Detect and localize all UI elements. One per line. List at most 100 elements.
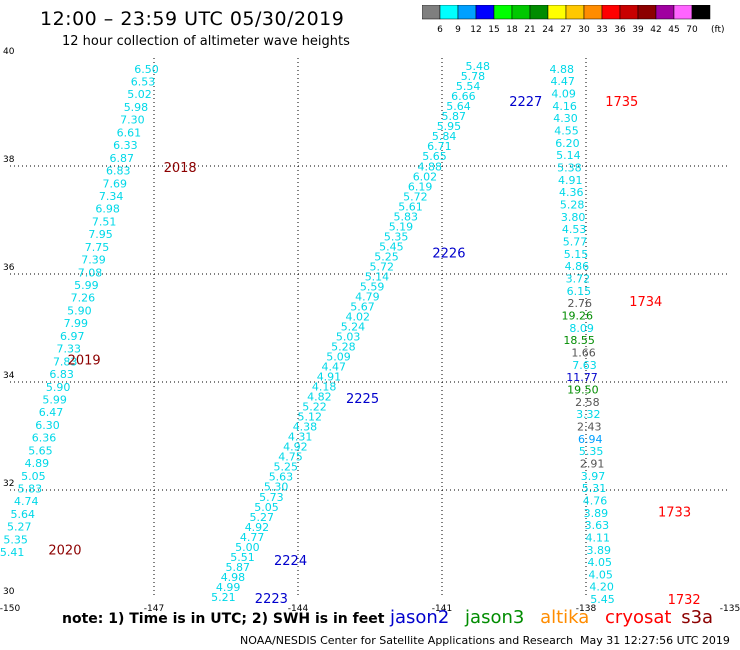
swh-data-label: 4.02 bbox=[346, 310, 371, 323]
swh-data-label: 4.31 bbox=[288, 431, 313, 444]
pass-number-label: 2227 bbox=[509, 95, 542, 110]
swh-data-label: 5.05 bbox=[21, 470, 46, 483]
swh-data-label: 5.35 bbox=[579, 445, 604, 458]
swh-data-label: 4.74 bbox=[14, 495, 39, 508]
swh-data-label: 5.65 bbox=[422, 150, 447, 163]
colorbar-swatch bbox=[691, 5, 711, 20]
pass-number-label: 2225 bbox=[346, 392, 379, 407]
swh-data-label: 4.99 bbox=[216, 581, 241, 594]
swh-data-label: 6.50 bbox=[134, 63, 159, 76]
swh-data-label: 5.95 bbox=[437, 120, 462, 133]
legend-cryosat: cryosat bbox=[605, 607, 672, 628]
legend-altika: altika bbox=[540, 607, 590, 628]
swh-data-label: 4.20 bbox=[589, 581, 614, 594]
swh-data-label: 1.66 bbox=[571, 346, 596, 359]
swh-data-label: 5.72 bbox=[370, 260, 395, 273]
swh-data-label: 4.76 bbox=[583, 494, 608, 507]
swh-data-label: 7.69 bbox=[102, 177, 127, 190]
swh-data-label: 4.05 bbox=[588, 568, 613, 581]
swh-data-label: 5.78 bbox=[461, 70, 486, 83]
swh-data-label: 5.63 bbox=[269, 471, 294, 484]
swh-data-label: 5.09 bbox=[326, 351, 351, 364]
pass-number-label: 2020 bbox=[48, 543, 81, 558]
swh-data-label: 5.25 bbox=[374, 250, 399, 263]
y-tick-label: 36 bbox=[3, 263, 15, 273]
swh-data-label: 7.39 bbox=[81, 254, 106, 267]
colorbar-label: 42 bbox=[650, 25, 661, 35]
swh-data-label: 4.91 bbox=[317, 371, 342, 384]
swh-data-label: 6.53 bbox=[131, 76, 156, 89]
legend-s3a: s3a bbox=[681, 607, 714, 628]
colorbar-unit: (ft) bbox=[711, 25, 725, 35]
swh-data-label: 7.95 bbox=[88, 228, 113, 241]
swh-data-label: 5.99 bbox=[74, 279, 99, 292]
swh-data-label: 4.88 bbox=[550, 63, 575, 76]
swh-data-label: 6.36 bbox=[32, 432, 57, 445]
swh-data-label: 2.76 bbox=[568, 297, 593, 310]
colorbar-label: 27 bbox=[560, 25, 571, 35]
swh-data-label: 5.65 bbox=[28, 444, 53, 457]
swh-data-label: 5.03 bbox=[336, 331, 361, 344]
satellite-legend: jason2 jason3 altika cryosat s3a bbox=[390, 607, 723, 628]
pass-number-label: 2018 bbox=[164, 161, 197, 176]
swh-data-label: 5.73 bbox=[259, 491, 284, 504]
swh-data-label: 4.16 bbox=[552, 100, 577, 113]
swh-data-label: 5.45 bbox=[379, 240, 404, 253]
swh-data-label: 3.89 bbox=[584, 507, 609, 520]
colorbar-label: 21 bbox=[524, 25, 535, 35]
y-tick-label: 32 bbox=[3, 479, 14, 489]
colorbar-label: 9 bbox=[455, 25, 461, 35]
swh-data-label: 6.94 bbox=[578, 433, 603, 446]
colorbar-label: 12 bbox=[470, 25, 481, 35]
swh-data-label: 5.48 bbox=[466, 60, 491, 73]
swh-data-label: 6.97 bbox=[60, 330, 85, 343]
footer-note: note: 1) Time is in UTC; 2) SWH is in fe… bbox=[62, 611, 385, 627]
swh-data-label: 5.31 bbox=[582, 482, 607, 495]
swh-data-label: 5.59 bbox=[360, 280, 385, 293]
swh-data-label: 3.63 bbox=[585, 519, 610, 532]
colorbar-legend: 6 9 12 15 18 21 24 27 30 33 36 39 42 45 70 (ft) bbox=[422, 5, 725, 35]
swh-data-label: 3.97 bbox=[581, 470, 606, 483]
swh-data-label: 6.87 bbox=[110, 152, 135, 165]
swh-data-label: 6.83 bbox=[49, 368, 74, 381]
x-tick-label: -141 bbox=[432, 604, 452, 614]
swh-data-label: 6.61 bbox=[117, 126, 142, 139]
swh-data-label: 2.43 bbox=[577, 420, 602, 433]
swh-data-label: 5.51 bbox=[230, 551, 255, 564]
swh-data-label: 5.77 bbox=[563, 235, 588, 248]
swh-data-label: 6.33 bbox=[113, 139, 138, 152]
x-tick-label: -150 bbox=[0, 604, 20, 614]
y-tick-label: 38 bbox=[3, 155, 15, 165]
pass-number-label: 2019 bbox=[68, 353, 101, 368]
swh-data-label: 5.90 bbox=[46, 381, 71, 394]
swh-data-label: 11.77 bbox=[566, 371, 598, 384]
swh-data-label: 4.92 bbox=[283, 441, 308, 454]
swh-data-label: 6.19 bbox=[408, 180, 433, 193]
swh-data-label: 7.34 bbox=[99, 190, 124, 203]
colorbar-label: 36 bbox=[614, 25, 626, 35]
swh-data-label: 5.83 bbox=[18, 483, 43, 496]
swh-data-label: 7.99 bbox=[64, 317, 89, 330]
swh-data-label: 7.33 bbox=[56, 343, 81, 356]
legend-jason3: jason3 bbox=[465, 607, 525, 628]
swh-data-label: 7.75 bbox=[85, 241, 110, 254]
colorbar-label: 39 bbox=[632, 25, 644, 35]
swh-data-label: 7.08 bbox=[78, 266, 103, 279]
credit-line: NOAA/NESDIS Center for Satellite Applica… bbox=[240, 634, 574, 647]
swh-data-label: 5.64 bbox=[11, 508, 36, 521]
swh-data-label: 2.91 bbox=[580, 457, 605, 470]
swh-data-label: 5.83 bbox=[394, 210, 419, 223]
swh-data-label: 5.21 bbox=[211, 591, 236, 604]
swh-data-label: 5.15 bbox=[564, 248, 589, 261]
pass-number-label: 2224 bbox=[274, 554, 307, 569]
colorbar-label: 30 bbox=[578, 25, 590, 35]
swh-data-label: 5.99 bbox=[42, 393, 67, 406]
swh-data-label: 4.53 bbox=[562, 223, 587, 236]
swh-data-label: 4.82 bbox=[307, 391, 332, 404]
swh-data-label: 5.28 bbox=[331, 341, 356, 354]
x-tick-label: -144 bbox=[288, 604, 309, 614]
swh-data-label: 5.28 bbox=[560, 198, 585, 211]
swh-data-label: 6.71 bbox=[427, 140, 452, 153]
swh-data-label: 5.35 bbox=[3, 533, 28, 546]
swh-data-label: 5.84 bbox=[432, 130, 457, 143]
